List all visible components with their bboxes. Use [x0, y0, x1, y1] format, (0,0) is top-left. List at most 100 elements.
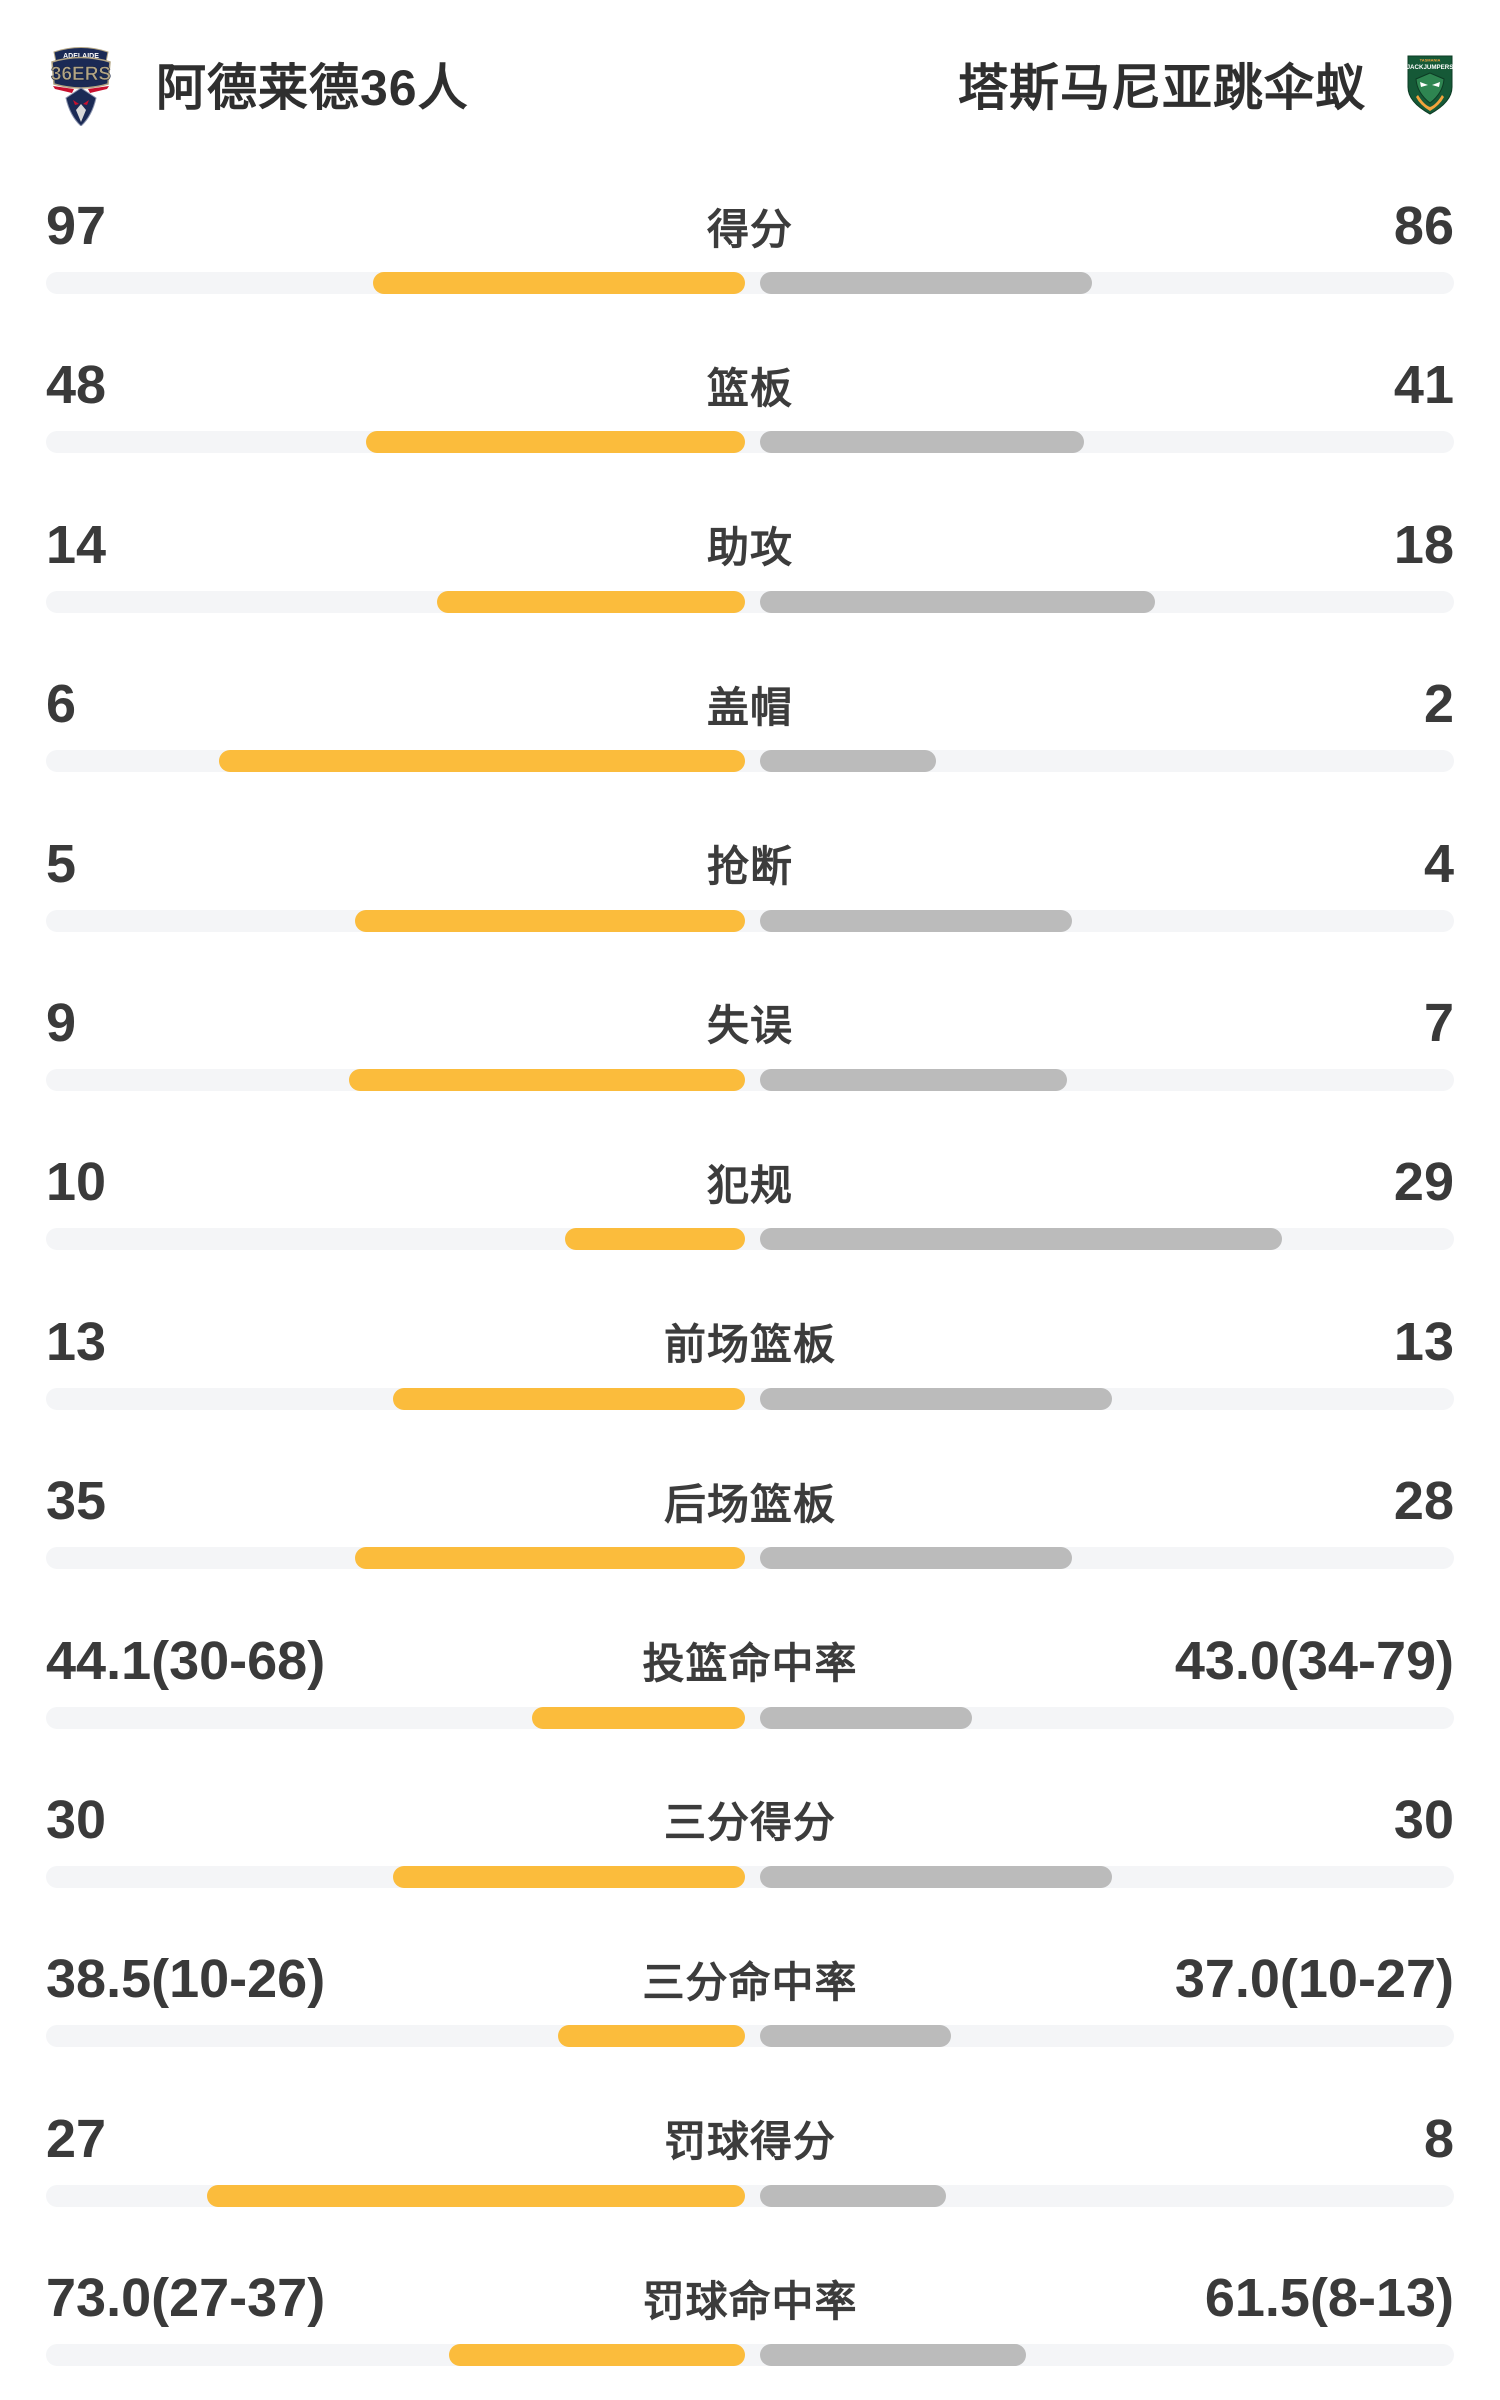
bar-track: [46, 2025, 1454, 2048]
stat-label: 三分得分: [663, 1799, 836, 1847]
bar-track: [46, 909, 1454, 932]
stat-row-text: 27 罚球得分 8: [46, 2107, 1454, 2171]
home-bar: [366, 431, 746, 454]
home-value: 73.0(27-37): [46, 2268, 326, 2329]
home-bar: [393, 1865, 746, 1888]
bar-track: [46, 1387, 1454, 1410]
stat-label: 犯规: [706, 1161, 793, 1209]
stat-row-text: 48 篮板 41: [46, 353, 1454, 417]
stat-row: 9 失误 7: [46, 965, 1454, 1124]
stat-row: 38.5(10-26) 三分命中率 37.0(10-27): [46, 1921, 1454, 2080]
home-value: 6: [46, 674, 77, 735]
stat-row: 14 助攻 18: [46, 487, 1454, 646]
stat-row: 13 前场篮板 13: [46, 1284, 1454, 1443]
home-bar: [436, 590, 746, 613]
away-value: 13: [1393, 1311, 1454, 1372]
adelaide-36ers-logo: ADELAIDE 36ERS: [51, 47, 111, 126]
stat-label: 抢断: [706, 843, 793, 891]
bar-track: [46, 1228, 1454, 1251]
stat-row-text: 30 三分得分 30: [46, 1788, 1454, 1852]
bar-track: [46, 1547, 1454, 1570]
stat-row: 30 三分得分 30: [46, 1762, 1454, 1921]
away-value: 29: [1393, 1152, 1454, 1213]
stat-row: 6 盖帽 2: [46, 646, 1454, 805]
svg-text:TASMANIA: TASMANIA: [1420, 58, 1441, 63]
bar-track: [46, 431, 1454, 454]
stat-row: 35 后场篮板 28: [46, 1443, 1454, 1602]
away-value: 18: [1393, 514, 1454, 575]
svg-text:JACKJUMPERS: JACKJUMPERS: [1407, 64, 1454, 71]
stat-row: 73.0(27-37) 罚球命中率 61.5(8-13): [46, 2240, 1454, 2399]
stat-row-text: 35 后场篮板 28: [46, 1469, 1454, 1533]
stat-label: 助攻: [706, 524, 793, 572]
home-bar: [373, 272, 746, 294]
away-value: 4: [1423, 833, 1454, 894]
stat-row-text: 73.0(27-37) 罚球命中率 61.5(8-13): [46, 2266, 1454, 2330]
home-bar: [207, 2184, 746, 2207]
svg-text:ADELAIDE: ADELAIDE: [63, 53, 99, 60]
away-bar: [759, 1547, 1073, 1570]
home-bar: [532, 1706, 746, 1729]
home-value: 38.5(10-26): [46, 1949, 326, 2010]
home-bar: [557, 2025, 746, 2048]
home-bar: [355, 1547, 746, 1570]
away-bar: [759, 431, 1084, 454]
home-team: ADELAIDE 36ERS 阿德莱德36人: [46, 42, 469, 126]
away-value: 86: [1393, 196, 1454, 256]
bar-track: [46, 750, 1454, 773]
home-value: 27: [46, 2108, 107, 2169]
stat-label: 三分命中率: [642, 1958, 858, 2006]
bar-track: [46, 1706, 1454, 1729]
away-bar: [759, 590, 1156, 613]
away-bar: [759, 1706, 973, 1729]
away-bar: [759, 909, 1073, 932]
stat-row: 27 罚球得分 8: [46, 2081, 1454, 2240]
home-value: 14: [46, 514, 107, 575]
away-bar: [759, 2025, 952, 2048]
bar-track: [46, 1865, 1454, 1888]
home-value: 5: [46, 833, 77, 894]
stat-label: 投篮命中率: [642, 1640, 858, 1688]
home-value: 9: [46, 992, 77, 1053]
away-bar: [759, 272, 1093, 294]
stat-label: 前场篮板: [663, 1321, 836, 1369]
home-value: 35: [46, 1471, 107, 1532]
stat-row: 10 犯规 29: [46, 1124, 1454, 1283]
bar-track: [46, 2184, 1454, 2207]
away-bar: [759, 1387, 1112, 1410]
bar-track: [46, 2344, 1454, 2367]
away-value: 8: [1423, 2108, 1454, 2169]
home-value: 30: [46, 1789, 107, 1850]
away-bar: [759, 1228, 1283, 1251]
stat-row: 48 篮板 41: [46, 327, 1454, 486]
away-value: 2: [1423, 674, 1454, 735]
away-team: 塔斯马尼亚跳伞蚁 TASMANIA JACKJUMPERS: [958, 48, 1454, 120]
stat-row: 5 抢断 4: [46, 806, 1454, 965]
away-value: 43.0(34-79): [1174, 1630, 1454, 1691]
away-bar: [759, 2184, 946, 2207]
svg-text:36ERS: 36ERS: [51, 64, 111, 85]
home-value: 44.1(30-68): [46, 1630, 326, 1691]
stat-row-text: 10 犯规 29: [46, 1150, 1454, 1214]
stat-label: 后场篮板: [663, 1480, 836, 1528]
stat-row-text: 6 盖帽 2: [46, 672, 1454, 736]
away-value: 61.5(8-13): [1204, 2268, 1454, 2329]
home-bar: [355, 909, 746, 932]
tasmania-jackjumpers-logo: TASMANIA JACKJUMPERS: [1407, 55, 1454, 115]
home-bar: [393, 1387, 746, 1410]
stat-label: 篮板: [706, 364, 793, 412]
home-bar: [564, 1228, 746, 1251]
away-value: 7: [1423, 992, 1454, 1053]
away-value: 41: [1393, 355, 1454, 416]
home-value: 13: [46, 1311, 107, 1372]
stat-label: 罚球命中率: [642, 2277, 858, 2325]
stat-row-text: 14 助攻 18: [46, 513, 1454, 577]
stat-row-text: 13 前场篮板 13: [46, 1310, 1454, 1374]
stats-list: 97 得分 86 48 篮板 41 14 助攻 18 6 盖帽 2 5 抢断 4 9 失误 7 10 犯规 29 13 前场…: [0, 168, 1500, 2399]
stat-label: 盖帽: [706, 683, 793, 731]
away-value: 28: [1393, 1471, 1454, 1532]
stat-row: 44.1(30-68) 投篮命中率 43.0(34-79): [46, 1603, 1454, 1762]
bar-track: [46, 590, 1454, 613]
away-bar: [759, 1865, 1112, 1888]
